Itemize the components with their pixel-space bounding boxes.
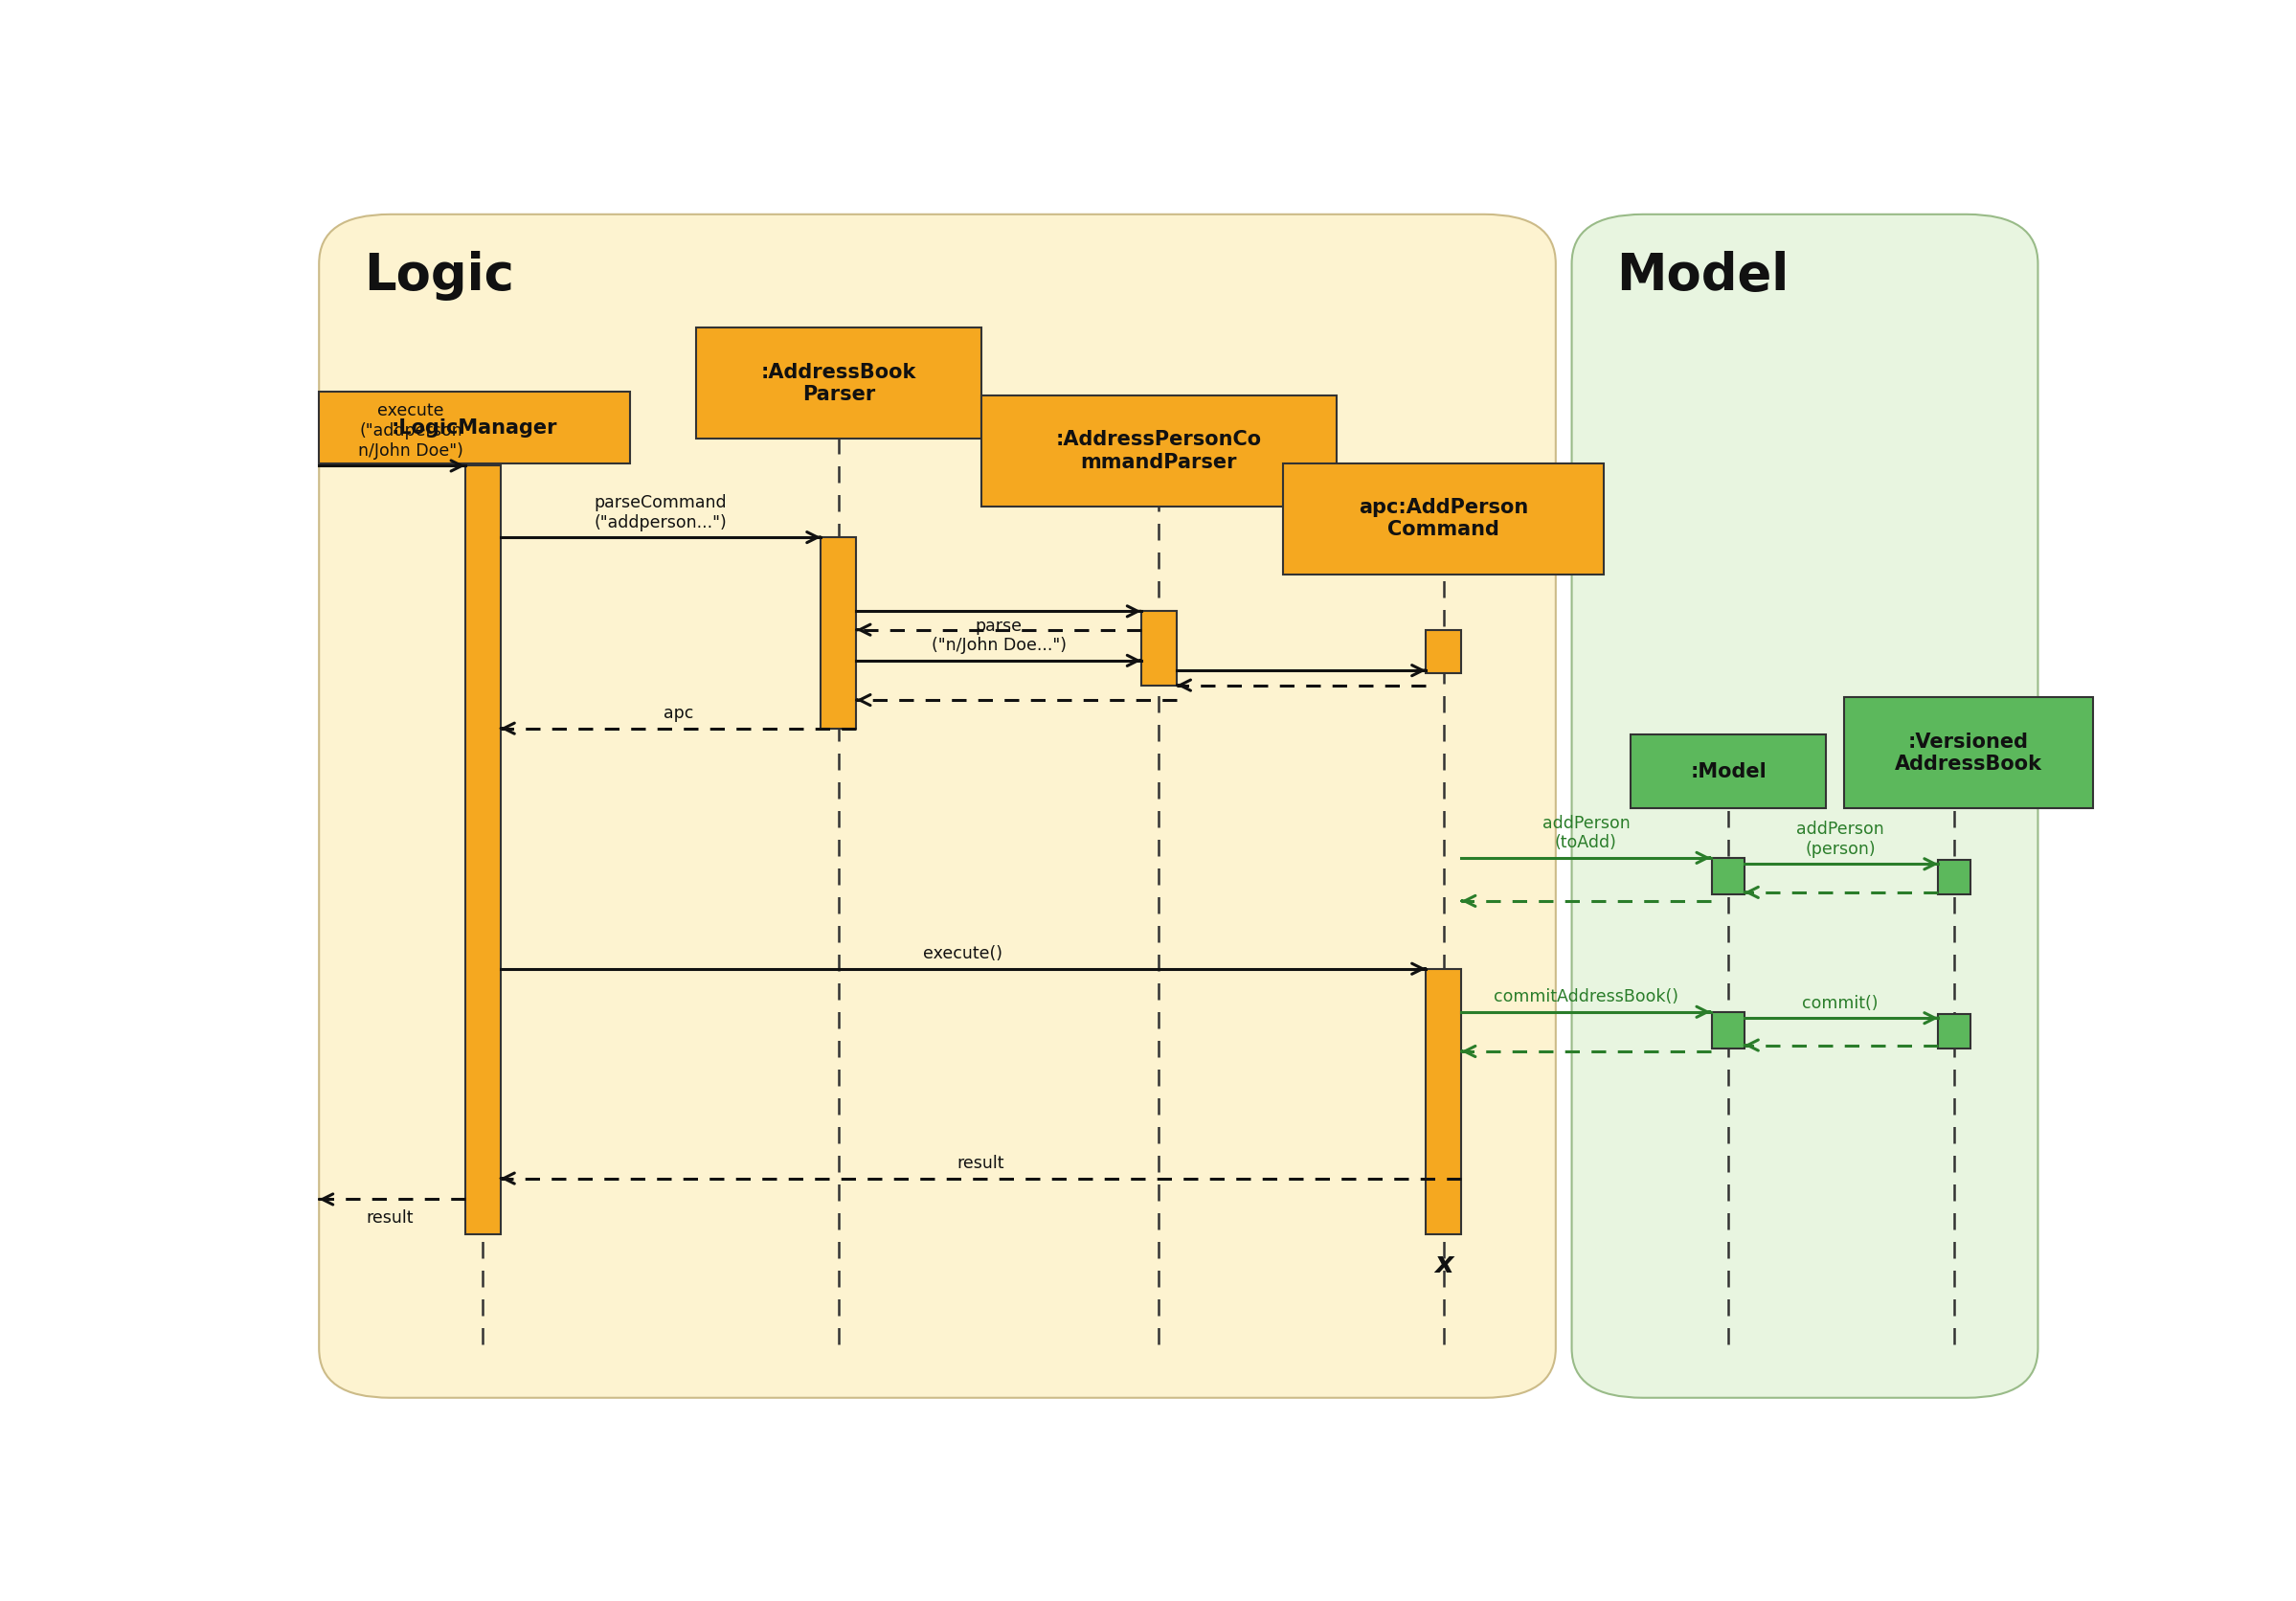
- Text: commit(): commit(): [1802, 994, 1878, 1012]
- FancyBboxPatch shape: [822, 538, 856, 728]
- FancyBboxPatch shape: [1844, 698, 2094, 809]
- FancyBboxPatch shape: [1426, 629, 1463, 672]
- Text: execute
("addperson
n/John Doe"): execute ("addperson n/John Doe"): [358, 402, 464, 459]
- Text: result: result: [367, 1209, 413, 1226]
- Text: execute(): execute(): [923, 945, 1003, 962]
- Text: parseCommand
("addperson..."): parseCommand ("addperson..."): [595, 495, 728, 532]
- Text: Logic: Logic: [363, 251, 514, 301]
- FancyBboxPatch shape: [1938, 860, 1970, 895]
- Text: addPerson
(person): addPerson (person): [1795, 821, 1885, 858]
- Text: :Model: :Model: [1690, 762, 1766, 781]
- Text: :LogicManager: :LogicManager: [393, 418, 558, 437]
- FancyBboxPatch shape: [1141, 612, 1178, 685]
- Text: result: result: [957, 1154, 1006, 1172]
- FancyBboxPatch shape: [980, 395, 1336, 506]
- FancyBboxPatch shape: [319, 215, 1557, 1398]
- Text: apc:AddPerson
Command: apc:AddPerson Command: [1359, 498, 1529, 540]
- FancyBboxPatch shape: [1283, 463, 1603, 575]
- FancyBboxPatch shape: [696, 328, 980, 439]
- Text: x: x: [1435, 1250, 1453, 1279]
- Text: :Versioned
AddressBook: :Versioned AddressBook: [1894, 732, 2041, 773]
- Text: :AddressPersonCo
mmandParser: :AddressPersonCo mmandParser: [1056, 431, 1263, 472]
- Text: :AddressBook
Parser: :AddressBook Parser: [760, 362, 916, 403]
- FancyBboxPatch shape: [1713, 858, 1745, 895]
- Text: Model: Model: [1616, 251, 1789, 301]
- FancyBboxPatch shape: [464, 466, 501, 1234]
- FancyBboxPatch shape: [1713, 1012, 1745, 1049]
- Text: apc: apc: [664, 704, 693, 722]
- Text: commitAddressBook(): commitAddressBook(): [1495, 988, 1678, 1005]
- Text: parse
("n/John Doe..."): parse ("n/John Doe..."): [932, 618, 1065, 655]
- FancyBboxPatch shape: [1573, 215, 2039, 1398]
- FancyBboxPatch shape: [319, 392, 631, 463]
- FancyBboxPatch shape: [1426, 969, 1463, 1234]
- Text: addPerson
(toAdd): addPerson (toAdd): [1543, 815, 1630, 852]
- FancyBboxPatch shape: [1938, 1015, 1970, 1049]
- FancyBboxPatch shape: [1630, 735, 1825, 809]
